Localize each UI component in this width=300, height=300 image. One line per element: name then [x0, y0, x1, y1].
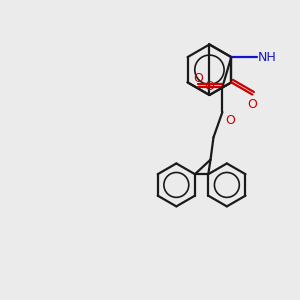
Text: O: O	[193, 72, 203, 86]
Text: O: O	[248, 98, 257, 111]
Text: O: O	[205, 80, 214, 93]
Text: O: O	[225, 114, 235, 127]
Text: NH: NH	[258, 51, 277, 64]
